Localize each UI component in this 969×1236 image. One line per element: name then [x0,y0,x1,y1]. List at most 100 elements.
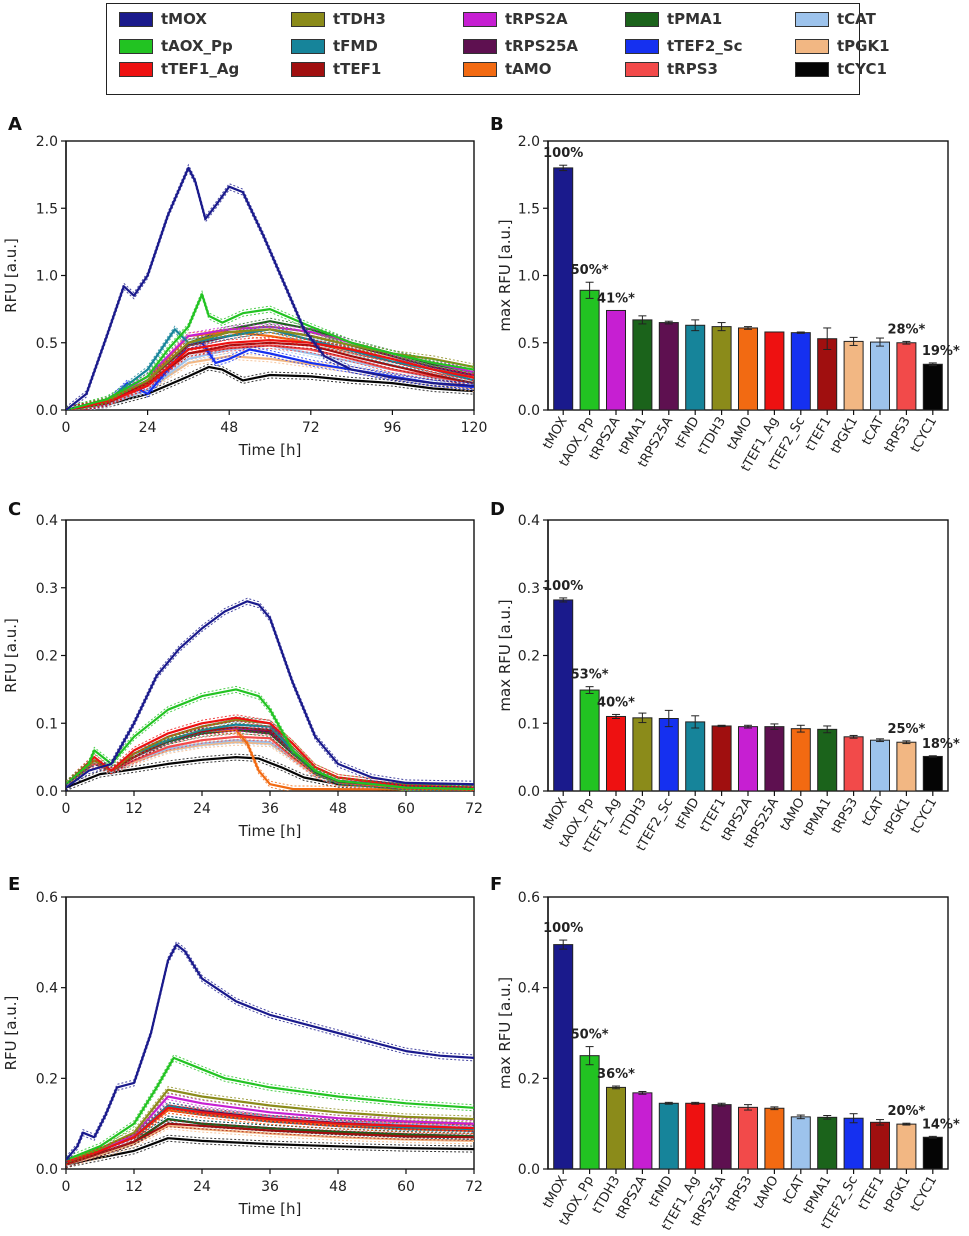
percent-annotation: 50%* [571,263,609,278]
series-upper-bound-tcyc1 [66,363,474,408]
category-label-tamo: tAMO [751,1174,782,1212]
bar-tpma1 [817,728,838,792]
series-group [66,940,474,1168]
panel-a-ytick-label: 2.0 [36,134,58,150]
legend-item-ttef2-sc: tTEF2_Sc [625,37,743,55]
series-line-tmox [66,943,474,1161]
bar-tmox [553,167,574,411]
bar-ttef1 [869,1121,891,1170]
panel-c-ytick-label: 0.2 [36,649,58,665]
category-label-tcat: tCAT [859,414,887,448]
bar-ttdh3 [605,1086,627,1170]
series-line-tmox [66,600,474,789]
legend: tMOX tAOX_Pp tTEF1_Ag tTDH3 tFMD tTEF1 tRPS2A t… [106,3,890,95]
xtick-label: 60 [397,801,415,817]
legend-label: tTEF2_Sc [667,37,743,55]
legend-label: tRPS25A [505,37,579,55]
xtick-label: 24 [193,1179,211,1195]
x-axis-title: Time [h] [238,822,302,840]
legend-item-tpma1: tPMA1 [625,10,722,28]
xtick-label: 72 [302,420,320,436]
xtick-label: 36 [261,801,279,817]
bar-tpgk1 [843,340,864,411]
xtick-label: 24 [139,420,157,436]
legend-swatch [291,38,325,54]
panel-d-ytick-label: 0.0 [518,784,540,800]
bar-taox-pp [579,289,600,411]
legend-swatch [119,61,153,77]
legend-item-ttdh3: tTDH3 [291,10,386,28]
series-lower-bound-ttef1-ag [78,342,474,410]
bar-tpgk1 [896,741,917,792]
panel-d-ytick-label: 0.3 [518,581,540,597]
series-line-taox-pp [66,688,474,791]
xtick-label: 60 [397,1179,415,1195]
bar-tfmd [685,324,706,411]
series-lower-bound-tpgk1 [66,1128,474,1168]
xtick-label: 72 [465,801,483,817]
bar-tcat [869,739,891,792]
series-lower-bound-taox-pp [66,1060,474,1164]
series-lower-bound-tcyc1 [84,369,474,410]
legend-swatch [463,61,497,77]
legend-label: tTEF1 [333,60,382,78]
panel-b-ytick-label: 1.0 [518,269,540,285]
series-upper-bound-tmox [66,597,474,786]
series-lower-bound-taox-pp [66,691,450,791]
category-label-tcyc1: tCYC1 [908,796,940,837]
panel-f-ytick-label: 0.2 [518,1071,540,1087]
bar-tcyc1 [922,755,943,792]
legend-item-ttef1-ag: tTEF1_Ag [119,60,239,78]
panel-c-ytick-label: 0.3 [36,581,58,597]
y-axis-title: max RFU [a.u.] [496,219,514,331]
legend-swatch [795,61,829,77]
percent-annotation: 19%* [922,344,960,359]
bar-tamo [790,728,811,792]
xtick-label: 0 [62,801,71,817]
legend-label: tMOX [161,10,207,28]
bar-ttdh3 [632,717,653,792]
bar-ttef1-ag [764,331,785,411]
category-label-tpgk1: tPGK1 [828,415,861,457]
panel-e-ytick-label: 0.2 [36,1071,58,1087]
series-lower-bound-ttef1 [66,1126,474,1168]
legend-swatch [625,61,659,77]
series-line-ttef1-ag [66,716,474,789]
series-upper-bound-ttef1-ag [66,1104,474,1160]
xtick-label: 24 [193,801,211,817]
bar-ttef2-sc [790,332,811,411]
panel-a: A 0.0 0.5 1.0 1.5 2.0 0 24 48 72 96 120 Time [h] RFU … [2,114,487,459]
xtick-label: 48 [220,420,238,436]
bar-tfmd [658,1102,679,1170]
panel-e-ytick-label: 0.6 [36,890,58,906]
xtick-label: 48 [329,801,347,817]
series-upper-bound-tmox [66,940,474,1158]
panel-f-ytick-label: 0.4 [518,981,540,997]
category-label-tcyc1: tCYC1 [908,1174,940,1215]
panel-c-ytick-label: 0.1 [36,716,58,732]
legend-item-trps3: tRPS3 [625,60,718,78]
series-group [66,597,474,791]
bar-trps2a [605,309,627,411]
legend-item-ttef1: tTEF1 [291,60,381,78]
xtick-label: 12 [125,801,143,817]
bar-trps3 [737,1106,759,1170]
series-lower-bound-tpgk1 [84,358,474,410]
percent-annotation: 53%* [571,668,609,683]
panel-b-ytick-label: 0.5 [518,336,540,352]
category-label-tpgk1: tPGK1 [881,1174,914,1216]
legend-label: tCYC1 [837,60,887,78]
panel-b-ytick-label: 0.0 [518,403,540,419]
category-label-trps3: tRPS3 [829,796,861,837]
series-lower-bound-tmox [68,169,474,410]
legend-swatch [625,11,659,27]
legend-label: tTEF1_Ag [161,60,240,78]
panel-letter: B [490,114,504,135]
series-upper-bound-taox-pp [66,1054,474,1158]
xtick-label: 0 [62,1179,71,1195]
percent-annotation: 28%* [887,322,925,337]
category-label-tcat: tCAT [780,1173,808,1207]
bar-tmox [553,599,574,792]
bar-ttef1 [711,725,732,792]
series-lower-bound-tpma1 [66,1121,474,1168]
